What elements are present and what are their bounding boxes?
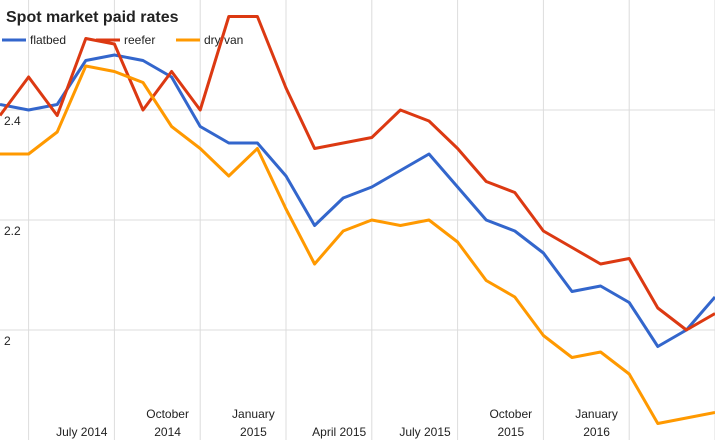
y-tick-label: 2.4: [4, 114, 21, 128]
y-tick-label: 2.2: [4, 224, 21, 238]
series-line: [0, 53, 715, 348]
series-line: [0, 15, 715, 332]
x-tick-label: July 2014: [56, 425, 108, 439]
x-tick-label: October 2015: [489, 407, 532, 439]
lines: [0, 15, 715, 425]
x-tick-label: April 2015: [312, 425, 366, 439]
x-tick-label: January 2015: [232, 407, 275, 439]
legend-label: flatbed: [30, 33, 66, 47]
series-line: [0, 64, 715, 425]
y-tick-label: 2: [4, 334, 11, 348]
legend-label: reefer: [124, 33, 155, 47]
chart-title: Spot market paid rates: [6, 9, 179, 26]
x-tick-label: October 2014: [146, 407, 189, 439]
legend-label: dry van: [204, 33, 243, 47]
x-tick-label: July 2015: [399, 425, 451, 439]
x-tick-label: January 2016: [575, 407, 618, 439]
